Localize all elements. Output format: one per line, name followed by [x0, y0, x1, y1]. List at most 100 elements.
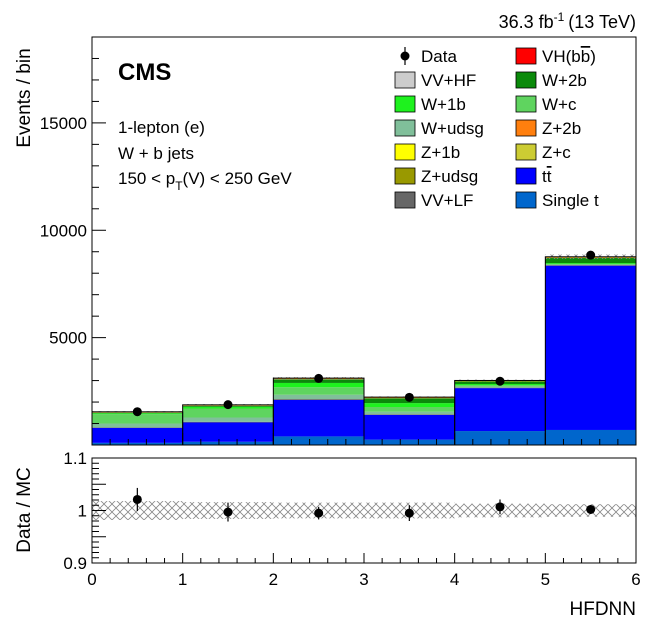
bar-W_c-bin-4	[454, 385, 546, 387]
legend-bar-glyph: b	[581, 47, 590, 66]
legend-label-Z_1b: Z+1b	[421, 143, 460, 162]
ratio-points	[132, 487, 596, 522]
ratio-plot: 0.9 1 1.1 0 1 2 3 4 5 6	[63, 449, 640, 589]
bar-VV_LF-bin-1	[182, 421, 274, 423]
bar-Single_t-bin-5	[545, 429, 636, 445]
bar-W_udsg-bin-0	[92, 423, 183, 428]
x-tick-label: 1	[178, 570, 187, 589]
annotation-channel: 1-lepton (e)	[118, 118, 205, 137]
bar-W_udsg-bin-3	[364, 411, 455, 415]
bar-W_1b-bin-2	[273, 382, 364, 388]
ratio-y-axis-title: Data / MC	[14, 467, 35, 553]
ratio-point-bin-2	[314, 508, 324, 518]
x-tick-label: 3	[359, 570, 368, 589]
legend-swatch-ttbar	[515, 167, 537, 185]
legend-label-Z_udsg: Z+udsg	[421, 167, 478, 186]
annotation-pt-range: 150 < pT(V) < 250 GeV	[118, 169, 292, 193]
ratio-x-axis: 0 1 2 3 4 5 6	[87, 553, 641, 589]
bar-W_c-bin-2	[273, 387, 364, 395]
legend-swatch-VH_bb	[515, 47, 537, 65]
y-tick-label: 15000	[40, 114, 87, 133]
y-tick-label: 10000	[40, 221, 87, 240]
bar-W_udsg-bin-1	[182, 417, 274, 422]
legend-swatch-data	[400, 51, 410, 61]
main-y-axis: 5000 10000 15000	[40, 57, 106, 425]
bar-ttbar-bin-3	[364, 414, 455, 440]
data-point-bin-0	[132, 407, 142, 417]
stacked-histogram	[91, 254, 637, 446]
legend-swatch-VV_LF	[394, 191, 416, 209]
data-point-bin-1	[223, 400, 233, 410]
bar-ttbar-bin-0	[92, 427, 183, 443]
bar-Single_t-bin-4	[454, 431, 546, 445]
x-tick-label: 4	[450, 570, 459, 589]
legend-swatch-Single_t	[515, 191, 537, 209]
ratio-point-bin-0	[132, 494, 142, 504]
legend-label-W_2b: W+2b	[542, 71, 587, 90]
bar-W_c-bin-5	[545, 263, 636, 265]
bar-VV_LF-bin-2	[273, 399, 364, 400]
bar-W_udsg-bin-2	[273, 394, 364, 400]
legend-swatch-Z_1b	[394, 143, 416, 161]
bar-W_1b-bin-5	[545, 263, 636, 264]
experiment-label: CMS	[118, 59, 171, 86]
legend-swatch-W_udsg	[394, 119, 416, 137]
x-tick-label: 6	[631, 570, 640, 589]
ratio-point-bin-5	[586, 504, 596, 514]
x-tick-label: 2	[269, 570, 278, 589]
legend-label-Data: Data	[421, 47, 457, 66]
main-x-ticks	[91, 433, 637, 445]
y-axis-title: Events / bin	[14, 48, 35, 147]
legend: Data VH(bb) VV+HF W+2b W+1b W+c W+udsg Z+2b Z+1b…	[394, 47, 599, 210]
mc-uncertainty-band	[92, 501, 636, 520]
bar-W_c-bin-0	[92, 414, 183, 424]
bar-VV_LF-bin-3	[364, 414, 455, 415]
bar-VV_LF-bin-0	[92, 427, 183, 428]
bar-ttbar-bin-2	[273, 399, 364, 437]
x-axis-title: HFDNN	[570, 599, 637, 620]
bar-W_udsg-bin-4	[454, 386, 546, 388]
bar-Single_t-bin-2	[273, 436, 364, 445]
legend-swatch-Z_c	[515, 143, 537, 161]
legend-swatch-W_1b	[394, 95, 416, 113]
ratio-point-bin-3	[404, 508, 414, 518]
bar-ttbar-bin-5	[545, 265, 636, 430]
data-points	[132, 250, 596, 417]
bar-W_1b-bin-3	[364, 403, 455, 407]
annotation-region: W + b jets	[118, 144, 194, 163]
legend-label-Single_t: Single t	[542, 191, 599, 210]
legend-swatch-Z_2b	[515, 119, 537, 137]
x-tick-label: 5	[541, 570, 550, 589]
data-point-bin-5	[586, 250, 596, 260]
ratio-y-tick-label: 0.9	[63, 554, 87, 573]
lumi-label: 36.3 fb-1 (13 TeV)	[499, 10, 636, 32]
legend-label-W_udsg: W+udsg	[421, 119, 484, 138]
bar-Single_t-bin-3	[364, 439, 455, 445]
bar-W_2b-bin-5	[545, 257, 636, 264]
legend-label-VV_LF: VV+LF	[421, 191, 473, 210]
legend-label-W_1b: W+1b	[421, 95, 466, 114]
legend-label-Z_2b: Z+2b	[542, 119, 581, 138]
legend-swatch-Z_udsg	[394, 167, 416, 185]
x-tick-label: 0	[87, 570, 96, 589]
data-point-bin-2	[314, 373, 324, 383]
legend-label-VH_bb: VH(bb)	[542, 47, 596, 66]
bar-ttbar-bin-4	[454, 388, 546, 432]
data-point-bin-4	[495, 376, 505, 386]
legend-swatch-W_c	[515, 95, 537, 113]
legend-label-VV_HF: VV+HF	[421, 71, 476, 90]
ratio-y-tick-label: 1.1	[63, 449, 87, 468]
bar-W_c-bin-3	[364, 406, 455, 412]
legend-label-ttbar: tt	[542, 167, 552, 186]
bar-VV_LF-bin-4	[454, 387, 546, 389]
ratio-point-bin-1	[223, 507, 233, 517]
legend-label-Z_c: Z+c	[542, 143, 571, 162]
data-point-bin-3	[404, 392, 414, 402]
bar-Single_t-bin-1	[182, 441, 274, 445]
y-tick-label: 5000	[49, 329, 87, 348]
ratio-y-tick-label: 1	[78, 502, 87, 521]
bar-ttbar-bin-1	[182, 422, 274, 442]
ratio-point-bin-4	[495, 502, 505, 512]
bar-VV_LF-bin-5	[545, 265, 636, 266]
legend-label-W_c: W+c	[542, 95, 577, 114]
